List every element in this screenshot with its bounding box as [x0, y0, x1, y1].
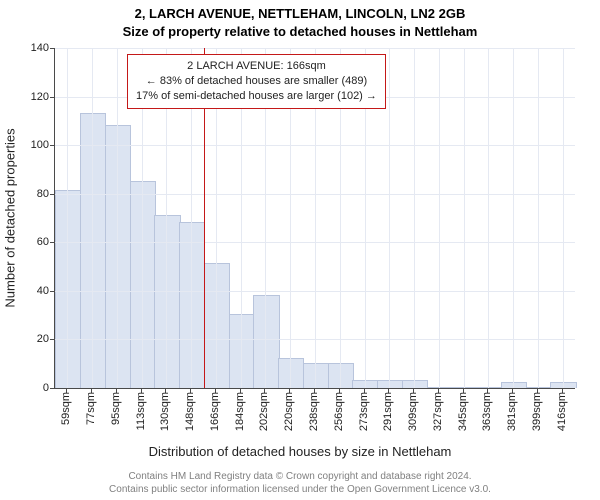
x-tick-label: 130sqm — [159, 392, 171, 431]
x-tick-label: 399sqm — [531, 392, 543, 431]
annotation-line-2: ← 83% of detached houses are smaller (48… — [136, 74, 377, 89]
histogram-bar — [451, 387, 477, 388]
x-tick-label: 184sqm — [234, 392, 246, 431]
footer-line-2: Contains public sector information licen… — [0, 483, 600, 496]
x-tick-label: 238sqm — [308, 392, 320, 431]
gridline-v — [117, 48, 118, 388]
x-tick-label: 166sqm — [209, 392, 221, 431]
footer: Contains HM Land Registry data © Crown c… — [0, 470, 600, 496]
title-line-2: Size of property relative to detached ho… — [0, 24, 600, 39]
gridline-v — [563, 48, 564, 388]
histogram-bar — [550, 382, 576, 388]
histogram-bar — [204, 263, 230, 388]
x-tick-label: 327sqm — [432, 392, 444, 431]
x-tick-label: 220sqm — [283, 392, 295, 431]
x-axis-label: Distribution of detached houses by size … — [0, 444, 600, 459]
x-tick-label: 309sqm — [407, 392, 419, 431]
gridline-v — [389, 48, 390, 388]
gridline-v — [513, 48, 514, 388]
x-tick-label: 381sqm — [506, 392, 518, 431]
chart-container: 2, LARCH AVENUE, NETTLEHAM, LINCOLN, LN2… — [0, 0, 600, 500]
plot-area: 020406080100120140 2 LARCH AVENUE: 166sq… — [54, 48, 575, 389]
gridline-v — [488, 48, 489, 388]
x-tick-label: 256sqm — [333, 392, 345, 431]
annotation-line-3: 17% of semi-detached houses are larger (… — [136, 89, 377, 104]
gridline-v — [439, 48, 440, 388]
y-tick-label: 20 — [37, 333, 55, 345]
gridline-v — [538, 48, 539, 388]
y-tick-label: 40 — [37, 285, 55, 297]
histogram-bar — [130, 181, 156, 388]
histogram-bar — [526, 387, 552, 388]
x-tick-label: 291sqm — [382, 392, 394, 431]
x-tick-label: 202sqm — [258, 392, 270, 431]
x-tick-label: 363sqm — [481, 392, 493, 431]
annotation-line-1: 2 LARCH AVENUE: 166sqm — [136, 59, 377, 74]
histogram-bar — [105, 125, 131, 388]
gridline-v — [92, 48, 93, 388]
x-tick-label: 95sqm — [110, 392, 122, 425]
x-tick-label: 113sqm — [135, 392, 147, 430]
title-line-1: 2, LARCH AVENUE, NETTLEHAM, LINCOLN, LN2… — [0, 6, 600, 21]
y-tick-label: 80 — [37, 188, 55, 200]
x-tick-label: 148sqm — [184, 392, 196, 431]
gridline-v — [464, 48, 465, 388]
histogram-bar — [229, 314, 255, 388]
y-tick-label: 0 — [43, 382, 55, 394]
annotation-box: 2 LARCH AVENUE: 166sqm ← 83% of detached… — [127, 54, 386, 109]
x-tick-label: 273sqm — [358, 392, 370, 431]
histogram-bar — [328, 363, 354, 388]
x-tick-label: 77sqm — [85, 392, 97, 425]
y-tick-label: 100 — [31, 139, 55, 151]
gridline-v — [414, 48, 415, 388]
y-tick-label: 120 — [31, 91, 55, 103]
x-tick-label: 345sqm — [457, 392, 469, 431]
y-tick-label: 60 — [37, 236, 55, 248]
x-tick-label: 59sqm — [60, 392, 72, 425]
gridline-v — [67, 48, 68, 388]
y-axis-label: Number of detached properties — [3, 128, 18, 307]
footer-line-1: Contains HM Land Registry data © Crown c… — [0, 470, 600, 483]
y-tick-label: 140 — [31, 42, 55, 54]
histogram-bar — [427, 387, 453, 388]
x-tick-label: 416sqm — [556, 392, 568, 431]
